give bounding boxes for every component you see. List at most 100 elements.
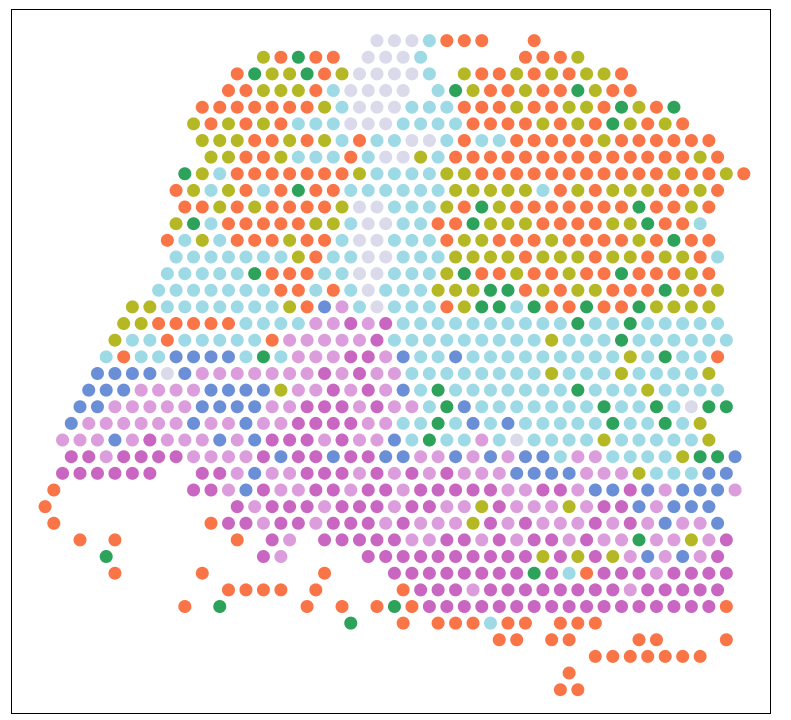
spot bbox=[152, 317, 166, 331]
spot bbox=[449, 416, 463, 430]
spot bbox=[352, 433, 366, 447]
spot bbox=[422, 100, 436, 114]
spot bbox=[484, 383, 498, 397]
spot bbox=[719, 167, 733, 181]
spot bbox=[248, 300, 262, 314]
spot bbox=[221, 350, 235, 364]
spot bbox=[597, 433, 611, 447]
spot bbox=[405, 533, 419, 547]
spot bbox=[667, 533, 681, 547]
spot bbox=[326, 183, 340, 197]
spot bbox=[195, 267, 209, 281]
spot bbox=[352, 133, 366, 147]
spot bbox=[422, 566, 436, 580]
spot bbox=[221, 450, 235, 464]
spot bbox=[536, 383, 550, 397]
spot bbox=[545, 133, 559, 147]
spot bbox=[632, 100, 646, 114]
spot bbox=[387, 533, 401, 547]
spot bbox=[684, 300, 698, 314]
spot bbox=[239, 217, 253, 231]
spot bbox=[117, 317, 131, 331]
spot bbox=[606, 283, 620, 297]
spot bbox=[405, 267, 419, 281]
spot bbox=[466, 217, 480, 231]
spot bbox=[580, 100, 594, 114]
spot bbox=[562, 100, 576, 114]
spot bbox=[160, 300, 174, 314]
spot bbox=[667, 366, 681, 380]
spot bbox=[588, 217, 602, 231]
spot bbox=[440, 500, 454, 514]
spot bbox=[571, 416, 585, 430]
spot bbox=[335, 599, 349, 613]
spot bbox=[396, 183, 410, 197]
spot bbox=[466, 250, 480, 264]
spot bbox=[571, 583, 585, 597]
spot bbox=[466, 350, 480, 364]
spot bbox=[221, 150, 235, 164]
spot bbox=[195, 566, 209, 580]
spot bbox=[256, 550, 270, 564]
spot bbox=[387, 366, 401, 380]
spot bbox=[387, 233, 401, 247]
spot bbox=[239, 350, 253, 364]
spot bbox=[597, 133, 611, 147]
spot bbox=[492, 67, 506, 81]
spot bbox=[501, 550, 515, 564]
spot bbox=[405, 566, 419, 580]
spot bbox=[405, 133, 419, 147]
spot bbox=[178, 200, 192, 214]
spot bbox=[606, 117, 620, 131]
spot bbox=[597, 400, 611, 414]
spot bbox=[396, 283, 410, 297]
spot bbox=[649, 533, 663, 547]
spot bbox=[449, 150, 463, 164]
spot bbox=[632, 599, 646, 613]
spot bbox=[309, 217, 323, 231]
spot bbox=[641, 317, 655, 331]
spot bbox=[702, 133, 716, 147]
spot bbox=[204, 450, 218, 464]
spot bbox=[117, 350, 131, 364]
spot bbox=[466, 550, 480, 564]
spot bbox=[248, 200, 262, 214]
spot bbox=[414, 317, 428, 331]
spot bbox=[300, 200, 314, 214]
spot bbox=[588, 550, 602, 564]
spot bbox=[379, 416, 393, 430]
spot bbox=[667, 333, 681, 347]
spot bbox=[344, 117, 358, 131]
spot bbox=[702, 333, 716, 347]
spot bbox=[326, 483, 340, 497]
spot bbox=[562, 666, 576, 680]
spot bbox=[510, 599, 524, 613]
spot bbox=[580, 433, 594, 447]
spot bbox=[623, 416, 637, 430]
spot bbox=[160, 267, 174, 281]
spot bbox=[221, 483, 235, 497]
spot bbox=[641, 183, 655, 197]
spot bbox=[588, 117, 602, 131]
spot bbox=[283, 400, 297, 414]
spot bbox=[484, 183, 498, 197]
spot bbox=[239, 117, 253, 131]
spot bbox=[230, 366, 244, 380]
spot bbox=[536, 416, 550, 430]
spot bbox=[431, 583, 445, 597]
spot bbox=[492, 500, 506, 514]
spot bbox=[466, 516, 480, 530]
spot bbox=[248, 500, 262, 514]
spot bbox=[178, 433, 192, 447]
spot bbox=[702, 167, 716, 181]
spot bbox=[318, 533, 332, 547]
spot bbox=[484, 84, 498, 98]
spot bbox=[309, 84, 323, 98]
spot bbox=[466, 283, 480, 297]
spot bbox=[335, 366, 349, 380]
spot bbox=[431, 84, 445, 98]
spot bbox=[702, 200, 716, 214]
spot bbox=[344, 416, 358, 430]
spot bbox=[684, 466, 698, 480]
spot bbox=[501, 317, 515, 331]
